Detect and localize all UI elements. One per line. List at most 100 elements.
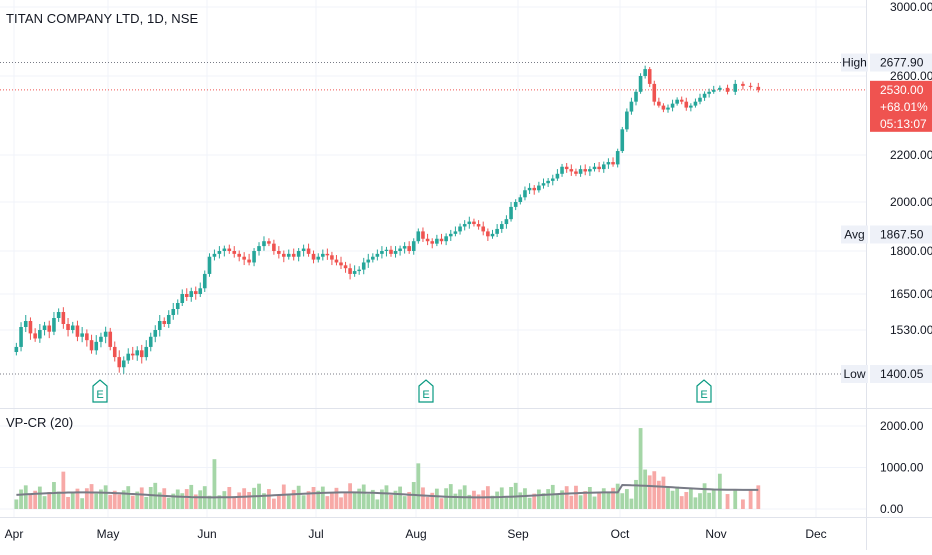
volume-bar: [343, 493, 348, 509]
candle-body: [462, 224, 467, 227]
candle-body: [384, 249, 389, 251]
volume-bar: [756, 485, 761, 509]
volume-bar: [509, 487, 513, 509]
candle-body: [348, 268, 352, 274]
candle-body: [569, 169, 574, 172]
candle-body: [532, 187, 537, 191]
candle-body: [339, 262, 343, 266]
volume-bar: [541, 493, 546, 509]
candle-body: [578, 169, 583, 174]
volume-bar: [384, 485, 389, 509]
volume-bar: [33, 490, 38, 509]
volume-bar: [467, 494, 472, 509]
candle-body: [748, 85, 753, 87]
candle-body: [135, 350, 140, 356]
candle-body: [237, 253, 242, 257]
volume-bar: [99, 489, 103, 509]
last-price-countdown: 05:13:07: [880, 117, 927, 131]
volume-bar: [564, 486, 569, 509]
volume-bar: [490, 495, 495, 509]
volume-bar: [402, 496, 407, 509]
candle-body: [592, 166, 597, 170]
candle-body: [629, 101, 634, 112]
candle-body: [227, 248, 232, 251]
candle-body: [523, 190, 527, 198]
volume-bar: [56, 491, 61, 509]
candle-body: [166, 315, 171, 324]
volume-bar: [615, 483, 620, 509]
candle-body: [343, 265, 348, 269]
candle-body: [707, 91, 711, 94]
candle-body: [19, 327, 23, 347]
candle-body: [33, 333, 37, 339]
volume-bar: [19, 489, 23, 509]
volume-bar: [61, 471, 66, 509]
volume-bar: [339, 497, 343, 509]
volume-bar: [597, 492, 602, 509]
candle-body: [689, 105, 693, 108]
volume-bar: [504, 496, 509, 509]
volume-bar: [207, 495, 212, 509]
volume-bar: [634, 479, 638, 509]
candle-body: [634, 91, 638, 102]
volume-bar: [247, 491, 252, 509]
candle-body: [711, 89, 716, 92]
earnings-badge[interactable]: E: [418, 379, 434, 403]
candle-body: [741, 83, 745, 86]
candle-body: [606, 162, 611, 165]
volume-bar: [472, 490, 476, 509]
candle-body: [504, 219, 509, 225]
volume-bar: [536, 489, 541, 509]
price-tick-label: 1800.00: [890, 244, 932, 258]
volume-bar: [162, 488, 167, 509]
volume-bar: [444, 488, 449, 509]
candle-body: [112, 346, 117, 358]
candle-body: [321, 253, 325, 257]
candle-body: [366, 259, 371, 263]
candle-body: [541, 183, 546, 186]
volume-bar: [361, 484, 366, 509]
candle-body: [130, 353, 135, 356]
volume-bar: [675, 486, 680, 509]
volume-bar: [592, 496, 597, 509]
volume-bar: [389, 494, 393, 509]
volume-bar: [574, 485, 578, 509]
candle-body: [162, 321, 167, 324]
candle-body: [66, 324, 70, 330]
volume-bar: [180, 493, 185, 509]
volume-bar: [725, 494, 730, 509]
volume-bar: [232, 496, 237, 509]
candle-body: [537, 185, 541, 191]
candle-body: [85, 333, 89, 341]
candle-body: [217, 251, 222, 254]
candle-body: [555, 173, 560, 179]
candle-body: [232, 251, 237, 254]
marker-tag-bg: [841, 53, 868, 72]
candle-body: [398, 248, 402, 251]
volume-bar: [748, 489, 753, 509]
earnings-badge[interactable]: E: [92, 379, 108, 403]
candle-body: [439, 238, 444, 242]
time-tick-label: May: [97, 527, 120, 541]
candle-body: [453, 231, 458, 234]
volume-bar: [624, 489, 629, 509]
candle-body: [70, 325, 75, 330]
candle-body: [560, 166, 564, 174]
volume-bar: [702, 483, 707, 509]
volume-bar: [148, 487, 153, 509]
volume-bar: [271, 498, 276, 509]
candle-body: [153, 330, 158, 337]
volume-bar: [316, 490, 321, 509]
earnings-badge[interactable]: E: [696, 379, 712, 403]
volume-bar: [587, 487, 592, 509]
volume-bar: [217, 495, 222, 509]
volume-bar: [495, 491, 500, 509]
volume-bar: [711, 488, 716, 509]
volume-bar: [741, 499, 745, 509]
volume-indicator-label[interactable]: VP-CR (20): [6, 415, 74, 430]
marker-value-label: 1867.50: [880, 227, 924, 241]
volume-bar: [252, 487, 256, 509]
volume-bar: [569, 495, 574, 509]
volume-tick-label: 1000.00: [880, 461, 924, 475]
